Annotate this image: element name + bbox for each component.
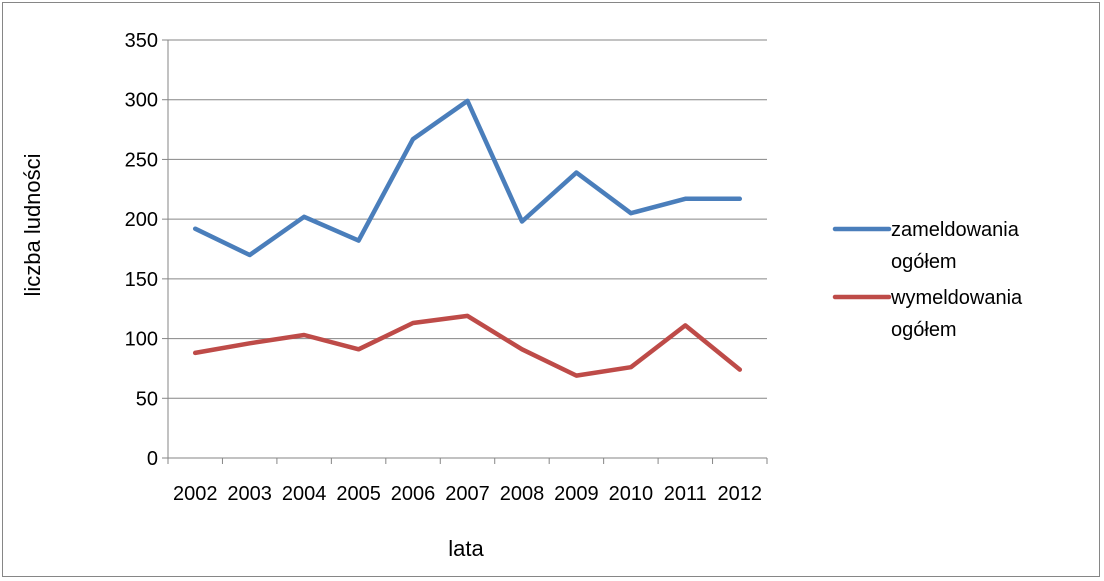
x-tick-label: 2008 xyxy=(500,483,545,505)
x-tick-label: 2004 xyxy=(282,483,327,505)
x-tick-label: 2006 xyxy=(391,483,436,505)
y-tick-label: 200 xyxy=(125,209,158,231)
x-tick-label: 2009 xyxy=(554,483,599,505)
x-tick-label: 2003 xyxy=(227,483,272,505)
legend-label: ogółem xyxy=(891,319,957,341)
legend-label: wymeldowania xyxy=(890,287,1023,309)
y-tick-label: 100 xyxy=(125,329,158,351)
x-tick-label: 2007 xyxy=(445,483,490,505)
y-tick-label: 0 xyxy=(147,448,158,470)
legend: zameldowania ogółem wymeldowania ogółem xyxy=(832,219,1023,341)
axes xyxy=(167,40,768,464)
series-line-0 xyxy=(192,98,743,258)
y-tick-label: 250 xyxy=(125,149,158,171)
legend-label: zameldowania xyxy=(891,219,1020,241)
y-axis-title: liczba ludności xyxy=(20,153,45,296)
y-tick-label: 350 xyxy=(125,30,158,52)
x-tick-label: 2002 xyxy=(173,483,218,505)
x-tick-label: 2005 xyxy=(336,483,381,505)
y-axis-tick-labels: 0 50 100 150 200 250 300 350 xyxy=(125,30,158,470)
x-axis-title: lata xyxy=(448,536,484,561)
x-tick-label: 2012 xyxy=(718,483,763,505)
legend-label: ogółem xyxy=(891,251,957,273)
gridlines xyxy=(162,39,767,459)
y-tick-label: 50 xyxy=(136,388,158,410)
y-tick-label: 300 xyxy=(125,90,158,112)
x-tick-label: 2011 xyxy=(664,483,707,505)
series-line-1 xyxy=(192,313,743,378)
y-tick-label: 150 xyxy=(125,269,158,291)
x-axis-tick-labels: 2002 2003 2004 2005 2006 2007 2008 2009 2010 2011… xyxy=(173,483,762,505)
series-lines xyxy=(192,98,743,378)
x-tick-label: 2010 xyxy=(609,483,654,505)
